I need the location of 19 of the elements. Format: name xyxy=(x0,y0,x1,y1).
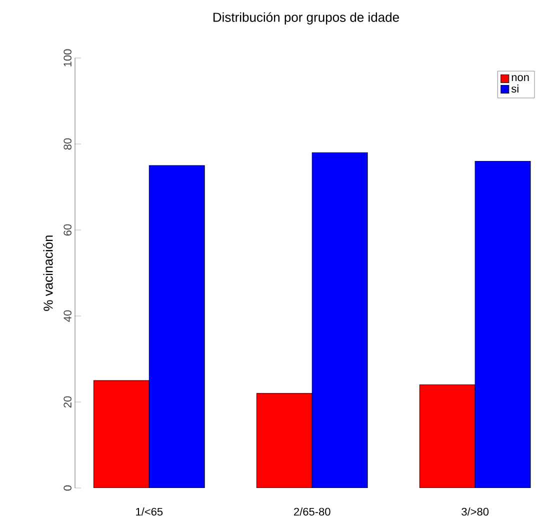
y-tick-label: 100 xyxy=(64,49,72,66)
legend-label: non xyxy=(512,75,529,82)
bar xyxy=(93,380,150,488)
bar xyxy=(148,165,205,488)
y-tick-label: 80 xyxy=(64,138,72,150)
x-tick-label: 1/<65 xyxy=(136,508,163,516)
y-axis-title: % vacinación xyxy=(43,236,53,311)
y-tick-label: 40 xyxy=(64,310,72,322)
y-tick-label: 20 xyxy=(64,396,72,408)
x-tick-label: 3/>80 xyxy=(462,508,489,516)
bar xyxy=(312,152,368,488)
bar xyxy=(419,384,476,488)
bar xyxy=(256,393,312,488)
x-tick-label: 2/65-80 xyxy=(294,508,330,516)
legend-label: si xyxy=(511,84,518,93)
y-tick-label: 0 xyxy=(64,485,72,491)
y-tick-label: 60 xyxy=(64,224,72,236)
bar xyxy=(474,160,531,488)
chart-title: Distribución por grupos de idade xyxy=(213,12,399,24)
